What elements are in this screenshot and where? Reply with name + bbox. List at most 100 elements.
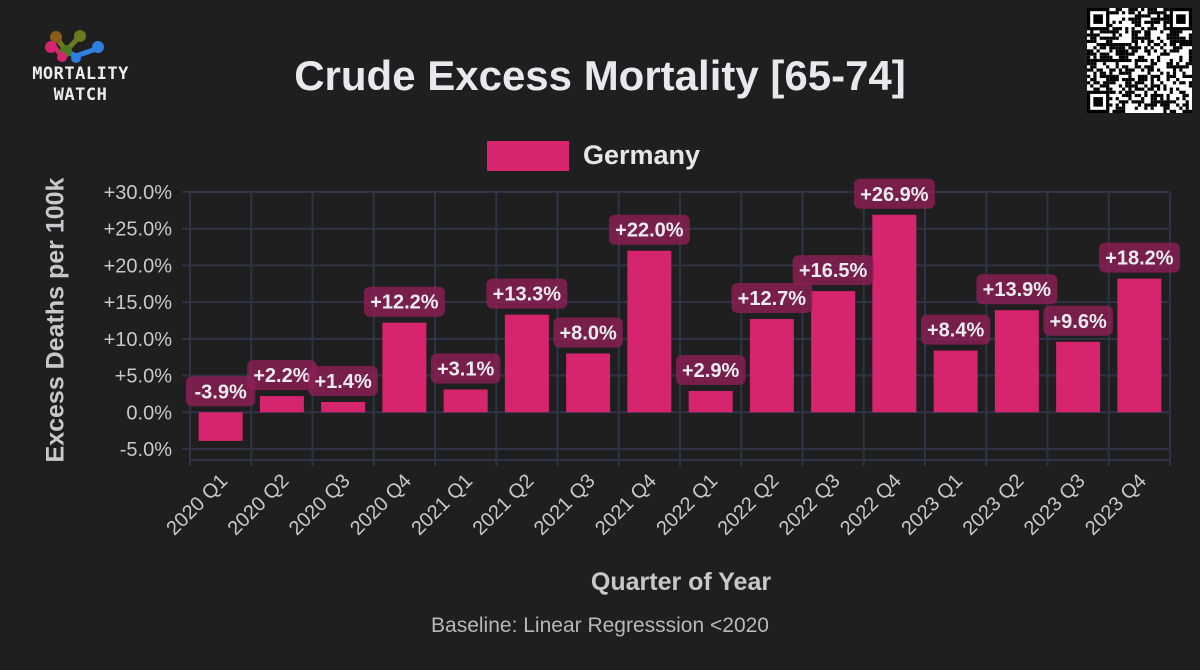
qr-module — [1147, 33, 1151, 37]
qr-module — [1102, 81, 1107, 85]
qr-module — [1128, 46, 1132, 50]
qr-module — [1137, 11, 1142, 15]
data-label: +12.2% — [370, 292, 439, 314]
qr-module — [1172, 65, 1177, 69]
qr-module — [1141, 36, 1145, 40]
qr-module — [1169, 58, 1173, 63]
qr-module — [1182, 81, 1186, 85]
qr-module — [1144, 74, 1148, 78]
qr-module — [1122, 55, 1126, 59]
qr-module — [1115, 52, 1119, 56]
legend[interactable]: Germany — [487, 140, 700, 171]
qr-module — [1188, 49, 1192, 53]
qr-module — [1163, 84, 1167, 88]
qr-module — [1131, 46, 1135, 50]
qr-module — [1106, 74, 1110, 78]
qr-module — [1147, 8, 1151, 12]
qr-module — [1087, 81, 1091, 85]
qr-module — [1134, 23, 1138, 28]
qr-module — [1166, 74, 1170, 78]
qr-module — [1163, 43, 1167, 47]
y-tick-label: +5.0% — [115, 366, 172, 388]
qr-module — [1176, 65, 1180, 69]
qr-module — [1090, 33, 1094, 37]
qr-module — [1118, 55, 1122, 59]
qr-module — [1185, 74, 1189, 78]
qr-module — [1176, 36, 1180, 40]
qr-module — [1131, 39, 1135, 43]
qr-module — [1147, 36, 1151, 40]
qr-module — [1112, 27, 1116, 31]
data-label-box — [920, 314, 991, 345]
qr-module — [1090, 52, 1094, 56]
qr-module — [1176, 49, 1180, 53]
mortality-watch-logo: MORTALITY WATCH — [18, 20, 143, 110]
qr-module — [1157, 93, 1161, 98]
qr-module — [1172, 33, 1177, 37]
qr-module — [1166, 14, 1170, 18]
y-axis-label: Excess Deaths per 100k — [41, 177, 70, 463]
qr-module — [1169, 90, 1173, 94]
qr-module — [1157, 68, 1161, 72]
qr-module — [1169, 43, 1173, 47]
qr-module — [1128, 43, 1132, 47]
x-tick-label: 2021 Q2 — [469, 470, 539, 540]
qr-module — [1160, 100, 1164, 104]
qr-module — [1176, 62, 1180, 66]
qr-module — [1109, 46, 1113, 50]
qr-module — [1096, 81, 1100, 85]
qr-module — [1131, 8, 1135, 12]
qr-module — [1166, 71, 1170, 75]
qr-module — [1137, 78, 1142, 82]
bar-2023-q3 — [1056, 341, 1101, 413]
qr-module — [1093, 78, 1097, 82]
qr-module — [1163, 27, 1167, 31]
qr-module — [1147, 43, 1151, 47]
qr-module — [1163, 8, 1167, 12]
bar-2022-q3 — [811, 291, 856, 413]
qr-module — [1099, 55, 1103, 59]
qr-module — [1153, 62, 1157, 66]
data-label-box — [363, 286, 445, 317]
qr-module — [1153, 90, 1157, 94]
qr-module — [1166, 20, 1170, 24]
qr-module — [1106, 87, 1110, 91]
qr-module — [1144, 84, 1148, 88]
qr-module — [1134, 14, 1138, 18]
qr-module — [1093, 74, 1097, 78]
qr-module — [1090, 58, 1094, 63]
qr-module — [1131, 11, 1135, 15]
qr-module — [1134, 100, 1138, 104]
qr-module — [1141, 55, 1145, 59]
bar-2021-q2 — [504, 314, 549, 413]
qr-module — [1093, 52, 1097, 56]
qr-module — [1144, 30, 1148, 34]
qr-module — [1153, 27, 1157, 31]
qr-module — [1169, 39, 1173, 43]
qr-module — [1150, 11, 1154, 15]
qr-module — [1176, 39, 1180, 43]
qr-module — [1185, 62, 1189, 66]
qr-module — [1109, 11, 1113, 15]
qr-module — [1141, 97, 1145, 101]
qr-module — [1182, 71, 1186, 75]
qr-module — [1179, 68, 1183, 72]
qr-module — [1118, 43, 1122, 47]
qr-module — [1150, 68, 1154, 72]
qr-code[interactable] — [1087, 8, 1192, 113]
qr-module — [1090, 62, 1094, 66]
qr-module — [1153, 43, 1157, 47]
qr-module — [1128, 97, 1132, 101]
qr-module — [1182, 39, 1186, 43]
qr-module — [1093, 71, 1097, 75]
qr-module — [1150, 27, 1154, 31]
qr-module — [1096, 68, 1100, 72]
qr-module — [1118, 49, 1122, 53]
qr-module — [1166, 36, 1170, 40]
qr-module — [1137, 100, 1142, 104]
qr-module — [1134, 36, 1138, 40]
qr-module — [1134, 58, 1138, 63]
qr-module — [1131, 27, 1135, 31]
qr-module — [1179, 90, 1183, 94]
qr-module — [1112, 109, 1116, 113]
